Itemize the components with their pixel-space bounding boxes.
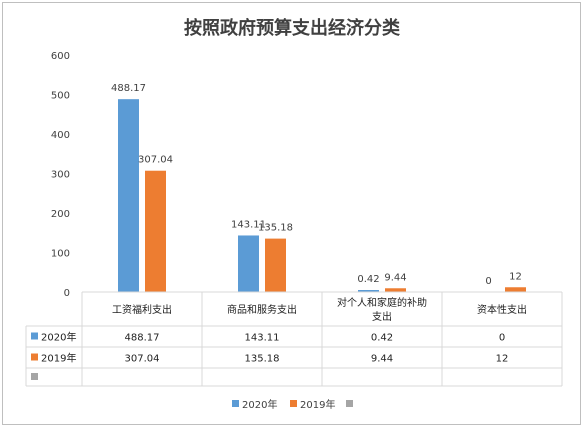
bars <box>118 99 526 292</box>
legend-label: 2020年 <box>242 398 277 411</box>
table-legend-key <box>31 353 38 361</box>
data-label: 9.44 <box>384 272 406 283</box>
data-labels: 488.17 143.11 0.42 0 307.04 135.18 9.44 12 <box>111 83 522 287</box>
bar-2019-3 <box>505 287 526 292</box>
category-label: 支出 <box>372 310 392 323</box>
bar-2019-0 <box>145 170 166 292</box>
table-cell: 12 <box>496 354 509 365</box>
y-tick-label: 600 <box>51 51 70 62</box>
bar-2019-2 <box>385 288 406 292</box>
chart-frame <box>2 2 581 425</box>
table-legend-key <box>31 332 38 340</box>
table-cell: 488.17 <box>125 333 160 344</box>
table-cell: 9.44 <box>371 354 393 365</box>
table-series-name: 2019年 <box>41 352 76 365</box>
bar-2020-1 <box>238 235 259 292</box>
y-tick-label: 400 <box>51 130 70 141</box>
chart-title: 按照政府预算支出经济分类 <box>184 17 401 39</box>
data-label: 12 <box>509 271 522 282</box>
category-label: 工资福利支出 <box>112 303 172 316</box>
category-label: 资本性支出 <box>477 303 527 316</box>
bar-2020-0 <box>118 99 139 292</box>
bar-2019-1 <box>265 238 286 292</box>
data-label: 0.42 <box>357 274 379 285</box>
table-cell: 307.04 <box>125 354 160 365</box>
y-tick-label: 100 <box>51 249 70 260</box>
legend-key-0 <box>232 400 239 407</box>
data-label: 143.11 <box>231 219 266 230</box>
bar-2020-2 <box>358 290 379 292</box>
y-tick-label: 500 <box>51 91 70 102</box>
y-axis: 0 100 200 300 400 500 600 <box>51 51 70 299</box>
data-label: 488.17 <box>111 83 146 94</box>
legend-key-empty <box>346 400 353 407</box>
y-tick-label: 300 <box>51 170 70 181</box>
legend: 2020年 2019年 <box>232 398 353 411</box>
legend-label: 2019年 <box>300 398 335 411</box>
table-cell: 135.18 <box>245 354 280 365</box>
table-cell: 143.11 <box>245 333 280 344</box>
legend-key-1 <box>290 400 297 407</box>
table-cell: 0.42 <box>371 333 393 344</box>
category-label: 对个人和家庭的补助 <box>337 296 427 309</box>
data-label: 0 <box>485 276 491 287</box>
data-label: 135.18 <box>258 223 293 234</box>
data-label: 307.04 <box>138 155 173 166</box>
table-cell: 0 <box>499 333 505 344</box>
y-tick-label: 200 <box>51 209 70 220</box>
table-legend-key-empty <box>31 373 38 380</box>
table-series-name: 2020年 <box>41 331 76 344</box>
category-label: 商品和服务支出 <box>227 303 297 316</box>
y-tick-label: 0 <box>64 288 70 299</box>
